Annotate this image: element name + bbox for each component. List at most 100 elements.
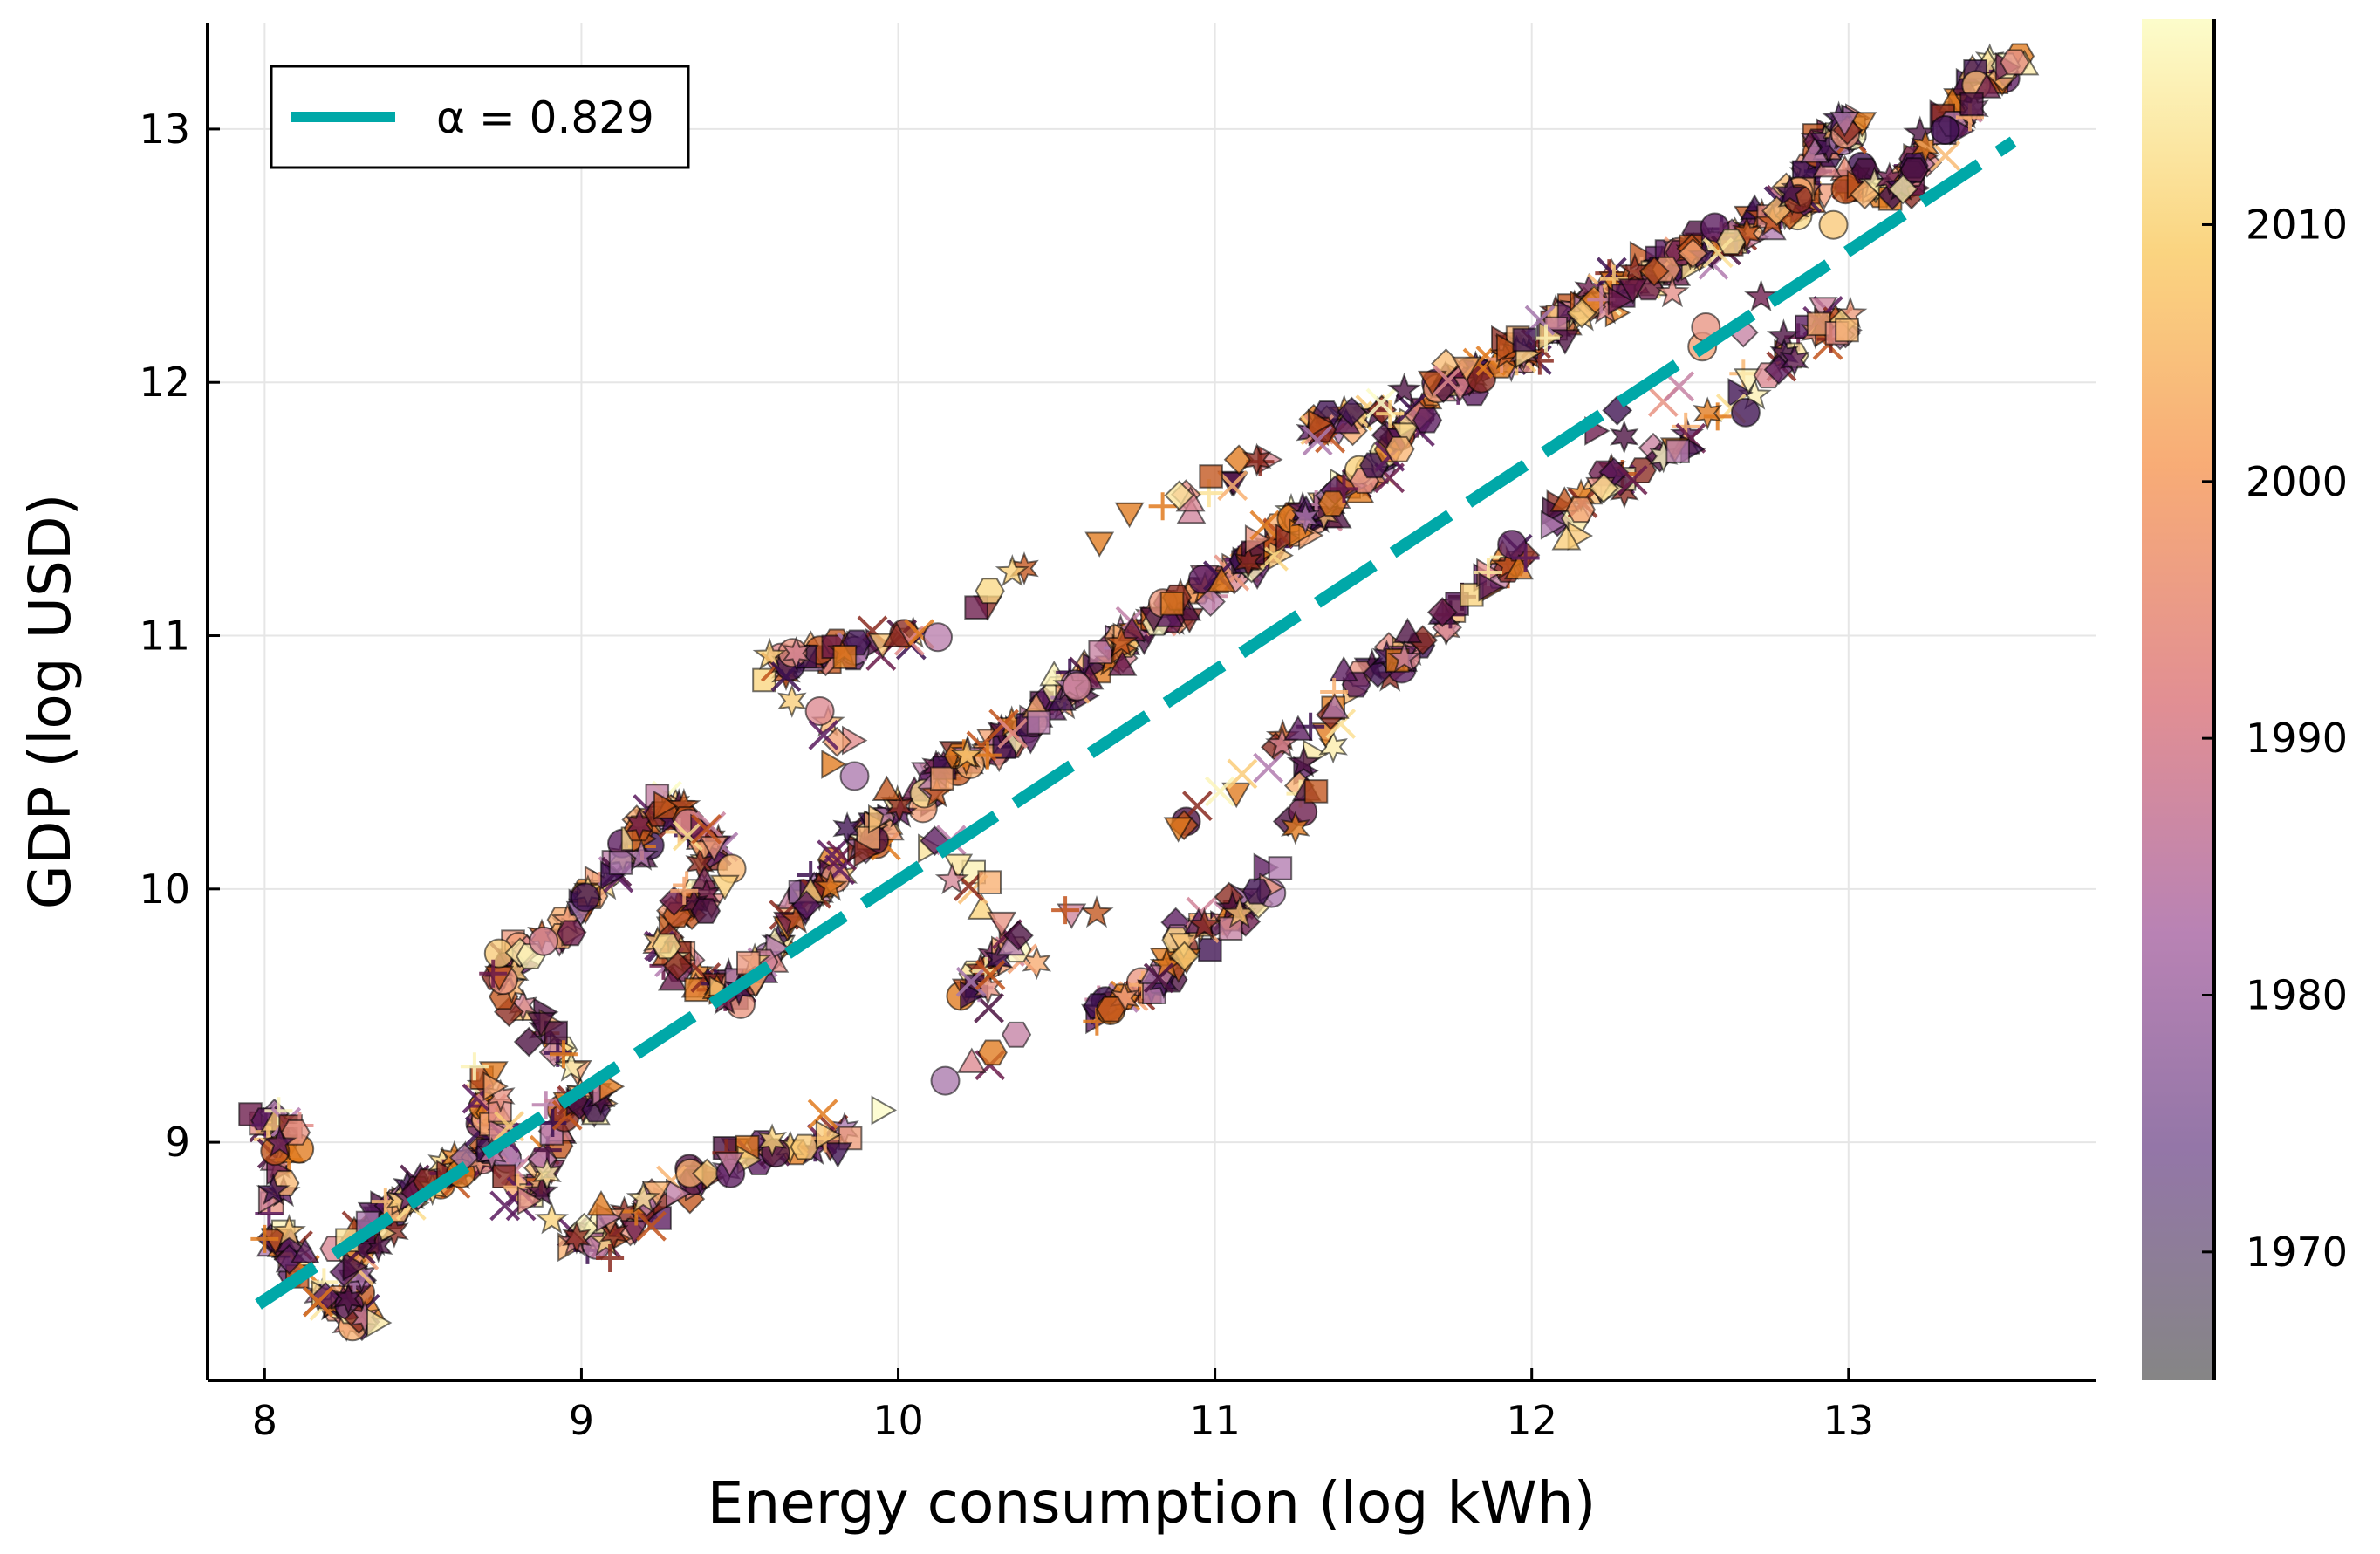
data-point — [1930, 140, 1961, 171]
data-point — [1062, 671, 1092, 702]
data-point — [1716, 229, 1747, 256]
y-tick-label: 12 — [139, 359, 190, 406]
data-point — [821, 749, 847, 779]
data-point — [1412, 407, 1443, 434]
y-tick-label: 10 — [139, 866, 190, 913]
data-point — [350, 1300, 380, 1335]
data-point — [482, 1071, 509, 1102]
data-point — [1143, 962, 1174, 994]
data-point — [987, 911, 1017, 938]
data-point — [871, 1095, 898, 1126]
data-point — [1317, 490, 1348, 517]
data-point — [1609, 420, 1639, 455]
data-point — [524, 1174, 559, 1207]
x-tick-label: 11 — [1189, 1397, 1241, 1444]
plot-background — [208, 23, 2096, 1380]
data-point — [1307, 408, 1334, 439]
data-point — [832, 811, 862, 845]
data-point — [513, 1026, 544, 1058]
data-point — [1282, 715, 1313, 741]
data-point — [1249, 510, 1281, 541]
data-point — [303, 1286, 334, 1318]
y-axis-ticks: 9 10 11 12 13 — [139, 106, 220, 1166]
data-point — [1898, 157, 1930, 184]
data-point — [1672, 412, 1700, 441]
data-point — [709, 874, 740, 901]
data-point — [1532, 324, 1560, 353]
data-point — [1540, 510, 1567, 540]
colorbar-tick-label: 2010 — [2246, 201, 2348, 248]
data-point — [624, 838, 659, 871]
data-point — [1588, 473, 1619, 503]
data-point — [832, 645, 858, 669]
data-point — [1565, 496, 1597, 524]
data-point — [1286, 744, 1321, 777]
data-point — [1887, 174, 1918, 205]
data-point — [596, 1243, 625, 1272]
data-point — [691, 1158, 722, 1189]
data-point — [804, 696, 835, 726]
data-point — [516, 1186, 544, 1215]
data-point — [534, 1201, 569, 1235]
data-point — [715, 1152, 745, 1178]
data-point — [1233, 544, 1263, 579]
data-point — [1217, 470, 1248, 501]
data-point — [872, 775, 902, 802]
data-point — [1451, 356, 1481, 383]
data-point — [1302, 425, 1333, 456]
data-point — [489, 1190, 521, 1222]
legend: α = 0.829 — [270, 65, 690, 169]
data-point — [1387, 640, 1422, 674]
data-point — [1511, 544, 1540, 572]
data-point — [1195, 586, 1226, 618]
data-point — [665, 1178, 692, 1208]
data-point — [930, 1065, 961, 1096]
x-tick-label: 9 — [569, 1397, 594, 1444]
data-point — [1109, 981, 1139, 1016]
data-point — [608, 851, 633, 875]
data-point — [1426, 597, 1458, 628]
data-point — [977, 1039, 1008, 1066]
x-axis-ticks: 8 9 10 11 12 13 — [252, 1368, 1874, 1444]
data-point — [823, 1142, 853, 1168]
data-point — [1959, 92, 1984, 117]
data-point — [956, 1047, 987, 1073]
data-point — [839, 761, 870, 791]
data-point — [1693, 396, 1723, 431]
data-point — [526, 1011, 557, 1038]
data-point — [1051, 896, 1080, 925]
data-point — [1001, 1021, 1032, 1048]
data-point — [670, 876, 699, 905]
data-point — [549, 1040, 578, 1069]
data-point — [1204, 776, 1235, 807]
data-point — [1566, 298, 1597, 329]
data-point — [923, 622, 953, 653]
data-point — [881, 621, 912, 647]
data-point — [1187, 907, 1222, 941]
data-point — [1386, 372, 1422, 405]
data-point — [691, 813, 722, 845]
data-point — [1478, 572, 1504, 602]
data-point — [636, 1210, 667, 1242]
data-point — [1732, 216, 1762, 251]
data-point — [815, 1119, 842, 1150]
data-point — [1114, 502, 1145, 529]
data-point — [1289, 518, 1315, 548]
data-point — [776, 683, 807, 718]
data-point — [955, 966, 987, 997]
data-point — [853, 838, 879, 868]
data-point — [1096, 996, 1126, 1023]
data-point — [544, 1020, 569, 1045]
data-point — [1617, 278, 1648, 305]
data-point — [813, 868, 848, 901]
data-point — [1227, 758, 1258, 790]
data-point — [1497, 530, 1528, 559]
data-point — [1084, 531, 1115, 558]
data-point — [977, 870, 1002, 895]
data-point — [1199, 464, 1223, 489]
data-point — [1002, 920, 1034, 951]
data-point — [1730, 397, 1761, 428]
data-point — [1163, 817, 1193, 843]
data-point — [1026, 710, 1051, 735]
data-point — [1079, 895, 1114, 928]
